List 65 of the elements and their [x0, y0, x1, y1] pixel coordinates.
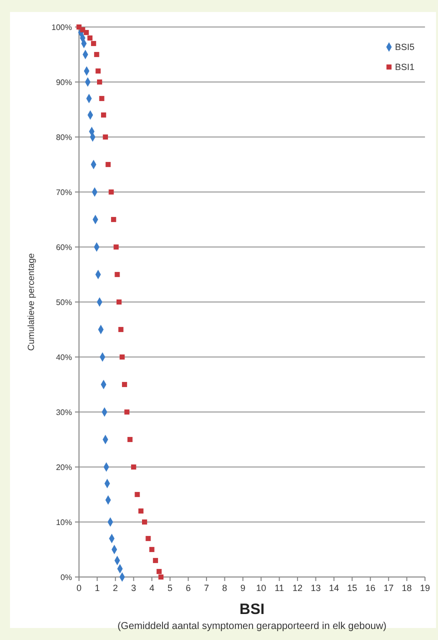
point	[94, 52, 100, 58]
x-tick-label: 14	[328, 583, 339, 593]
point	[156, 568, 162, 574]
point	[84, 30, 89, 36]
x-tick-label: 19	[420, 583, 430, 593]
y-tick-label: 30%	[56, 408, 72, 417]
point	[97, 79, 102, 85]
point	[146, 536, 151, 542]
x-tick-label: 2	[112, 583, 118, 593]
y-tick-label: 90%	[56, 78, 72, 87]
legend-label: BSI5	[395, 42, 415, 52]
x-tick-label: 1	[94, 583, 100, 593]
x-tick-label: 11	[274, 583, 284, 593]
point	[142, 519, 148, 525]
point	[127, 436, 133, 442]
x-axis-title: BSI	[239, 601, 265, 618]
point	[116, 299, 122, 305]
point	[87, 35, 92, 41]
point	[91, 40, 96, 46]
point	[131, 464, 136, 470]
point	[134, 492, 140, 498]
x-tick-label: 9	[240, 583, 246, 593]
point	[152, 558, 158, 564]
y-tick-label: 40%	[56, 352, 72, 362]
y-tick-label: 70%	[56, 188, 72, 197]
x-tick-label: 4	[149, 583, 154, 593]
y-tick-label: 60%	[56, 242, 72, 252]
y-tick-label: 50%	[56, 298, 72, 307]
y-tick-label: 20%	[56, 462, 72, 472]
point	[102, 134, 108, 140]
x-tick-label: 7	[204, 583, 209, 593]
point	[114, 244, 119, 250]
x-tick-label: 16	[365, 583, 376, 593]
point	[96, 68, 101, 74]
x-tick-label: 3	[131, 583, 136, 593]
x-tick-label: 10	[256, 583, 266, 593]
x-tick-label: 5	[168, 583, 173, 593]
point	[99, 96, 104, 102]
x-tick-label: 13	[310, 583, 321, 593]
text: (Gemiddeld aantal symptomen gerapporteerd in elk gebouw)	[117, 621, 387, 632]
y-axis-title: Cumulatieve percentage	[26, 253, 36, 351]
x-tick-label: 0	[76, 583, 82, 593]
point	[158, 574, 164, 580]
point	[114, 272, 120, 278]
x-tick-label: 6	[186, 583, 191, 593]
point	[101, 112, 106, 118]
y-tick-label: 0%	[60, 572, 72, 582]
x-tick-label: 8	[222, 583, 228, 593]
point	[106, 162, 111, 168]
point	[149, 546, 154, 552]
x-tick-label: 18	[402, 583, 412, 593]
x-tick-label: 15	[347, 583, 358, 593]
y-tick-label: 10%	[56, 518, 72, 527]
x-tick-label: 12	[292, 583, 303, 593]
point	[118, 326, 124, 332]
point	[108, 189, 114, 195]
point	[122, 382, 128, 388]
x-tick-label: 17	[384, 583, 394, 593]
point	[124, 409, 130, 415]
point	[138, 508, 144, 514]
y-tick-label: 80%	[56, 132, 72, 142]
point	[111, 216, 116, 222]
point	[120, 354, 125, 360]
y-tick-label: 100%	[52, 22, 72, 32]
legend-label: BSI1	[395, 62, 415, 72]
